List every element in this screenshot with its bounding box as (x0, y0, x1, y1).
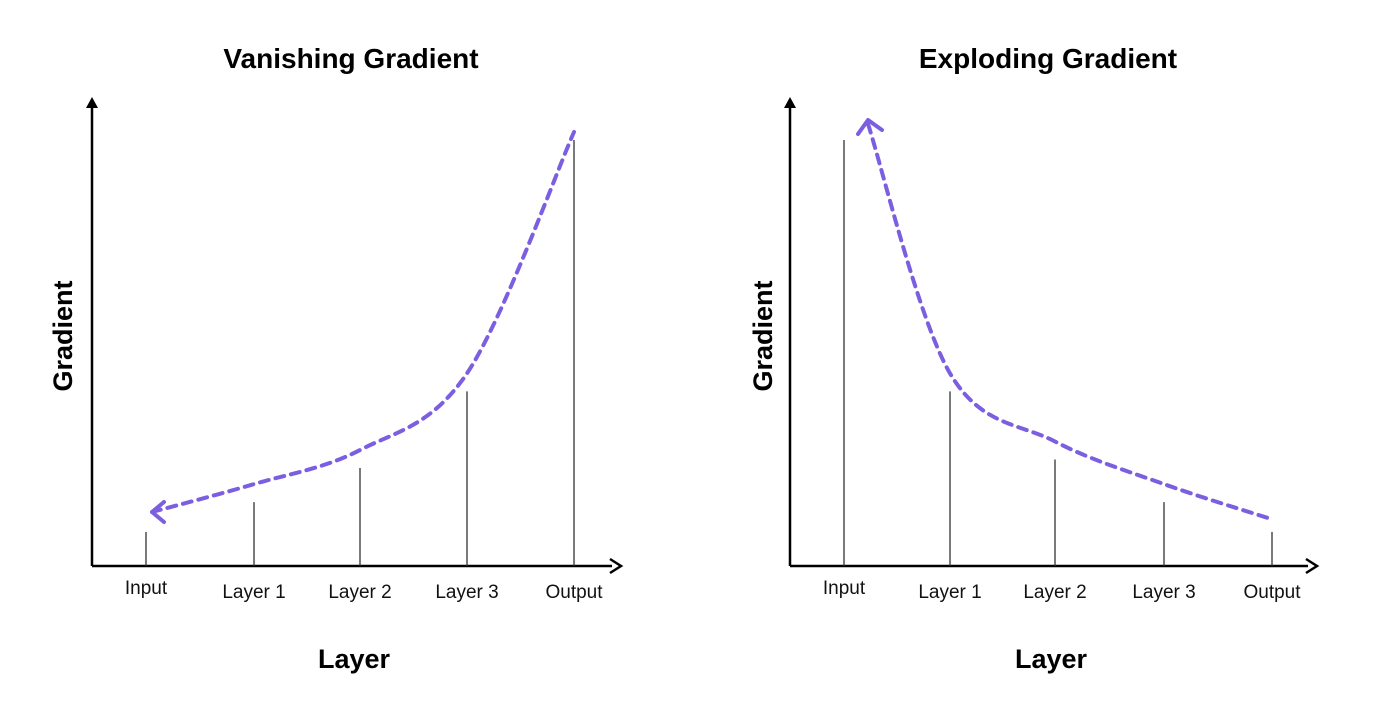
tick-labels-group: Input Layer 1 Layer 2 Layer 3 Output (125, 578, 603, 603)
y-axis-arrow-icon (784, 97, 796, 108)
y-axis-label: Gradient (748, 280, 778, 391)
gradient-curve (866, 122, 1270, 520)
tick-label: Layer 2 (328, 582, 391, 603)
gradient-curve (150, 130, 576, 514)
x-axis-label: Layer (318, 644, 391, 674)
curve-arrowhead-icon (856, 118, 884, 136)
tick-label: Layer 1 (222, 582, 285, 603)
tick-label: Output (545, 582, 603, 603)
y-axis (784, 97, 796, 566)
chart-title: Vanishing Gradient (223, 43, 478, 74)
x-axis (790, 557, 1320, 575)
exploding-gradient-chart: Exploding Gradient Gradient Layer Input L… (748, 43, 1320, 674)
tick-label: Layer 3 (1132, 582, 1195, 603)
chart-title: Exploding Gradient (919, 43, 1177, 74)
y-axis (86, 97, 98, 566)
x-axis (92, 557, 624, 575)
tick-label: Layer 2 (1023, 582, 1086, 603)
x-axis-arrow-icon (1305, 557, 1320, 575)
vanishing-gradient-chart: Vanishing Gradient Gradient Layer Input L… (48, 43, 624, 674)
tick-label: Input (823, 578, 866, 599)
y-axis-label: Gradient (48, 280, 78, 391)
curve-arrowhead-icon (150, 500, 166, 524)
x-axis-label: Layer (1015, 644, 1088, 674)
tick-labels-group: Input Layer 1 Layer 2 Layer 3 Output (823, 578, 1301, 603)
y-axis-arrow-icon (86, 97, 98, 108)
tick-label: Layer 1 (918, 582, 981, 603)
tick-label: Input (125, 578, 168, 599)
tick-label: Layer 3 (435, 582, 498, 603)
bars-group (145, 140, 575, 566)
tick-label: Output (1243, 582, 1301, 603)
x-axis-arrow-icon (609, 557, 624, 575)
bars-group (843, 140, 1273, 566)
